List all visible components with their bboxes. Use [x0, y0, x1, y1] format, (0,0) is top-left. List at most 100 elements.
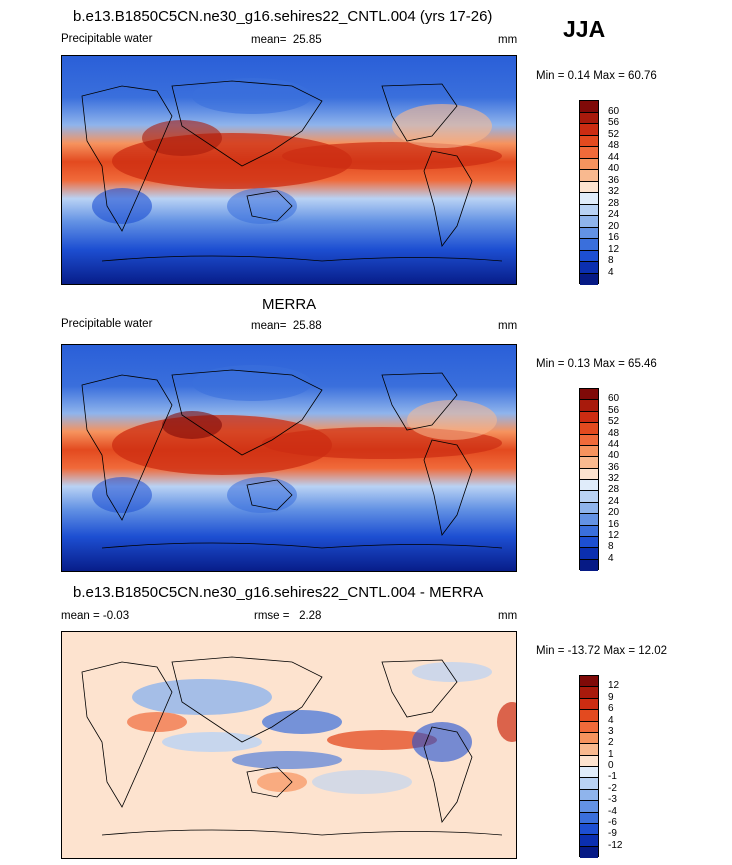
colorbar-tick-label: 36: [608, 461, 620, 473]
colorbar-tick-label: 16: [608, 232, 620, 243]
colorbar-tick-label: -12: [608, 839, 623, 851]
colorbar-tick-label: 44: [608, 438, 620, 450]
colorbar-swatch: [580, 801, 598, 813]
colorbar-swatch: [580, 846, 598, 858]
colorbar-tick-label: 60: [608, 105, 620, 117]
colorbar-swatch: [580, 835, 598, 847]
colorbar-swatch: [580, 239, 598, 251]
colorbar-swatch: [580, 812, 598, 824]
colorbar-swatch: [580, 823, 598, 836]
colorbar-swatch: [580, 480, 598, 492]
colorbar-tick-label: 24: [608, 209, 620, 220]
colorbar-swatch: [580, 423, 598, 435]
colorbar-tick-label: 28: [608, 484, 620, 496]
colorbar-swatch: [580, 227, 598, 239]
units-label-model: mm: [498, 34, 518, 46]
colorbar-swatch: [580, 687, 598, 699]
rmse-value: 2.28: [299, 610, 322, 622]
rmse-label: rmse = 2.28: [254, 610, 321, 622]
colorbar-obs: [579, 388, 599, 571]
colorbar-tick-label: 3: [608, 725, 614, 737]
colorbar-tick-label: 48: [608, 427, 620, 439]
colorbar-swatch: [580, 216, 598, 228]
colorbar-tick-label: 6: [608, 703, 614, 715]
colorbar-swatch: [580, 124, 598, 136]
colorbar-swatch: [580, 491, 598, 503]
colorbar-swatch: [580, 193, 598, 205]
colorbar-tick-label: 4: [608, 552, 614, 564]
colorbar-tick-label: 56: [608, 117, 620, 128]
minmax-label-model: Min = 0.14 Max = 60.76: [536, 70, 657, 82]
colorbar-tick-label: -9: [608, 828, 617, 840]
colorbar-swatch: [580, 400, 598, 412]
colorbar-diff: [579, 675, 599, 858]
variable-label-obs: Precipitable water: [61, 318, 153, 330]
colorbar-swatch: [580, 112, 598, 124]
colorbar-tick-label: 20: [608, 507, 620, 519]
colorbar-swatch: [580, 158, 598, 170]
mean-key: mean=: [251, 320, 287, 332]
colorbar-swatch: [580, 676, 598, 688]
diff-mean-label: mean = -0.03: [61, 610, 130, 622]
colorbar-swatch: [580, 457, 598, 469]
colorbar-tick-label: 4: [608, 266, 614, 278]
colorbar-tick-label: 48: [608, 140, 620, 151]
colorbar-swatch: [580, 744, 598, 756]
panel-title-obs: MERRA: [262, 296, 317, 313]
map-diff: [61, 631, 517, 859]
map-diff-field: [62, 632, 516, 858]
colorbar-swatch: [580, 778, 598, 790]
colorbar-swatch: [580, 721, 598, 733]
map-model-field: [62, 56, 516, 284]
colorbar-swatch: [580, 135, 598, 147]
colorbar-tick-label: 52: [608, 128, 620, 140]
colorbar-swatch: [580, 732, 598, 745]
mean-key: mean=: [251, 34, 287, 46]
colorbar-tick-label: -6: [608, 816, 617, 828]
units-label-obs: mm: [498, 320, 518, 332]
colorbar-swatch: [580, 502, 598, 515]
panel-title-model: b.e13.B1850C5CN.ne30_g16.sehires22_CNTL.…: [73, 8, 493, 25]
colorbar-tick-label: 28: [608, 197, 620, 209]
colorbar-tick-label: 40: [608, 163, 620, 174]
colorbar-tick-label: 12: [608, 243, 620, 255]
colorbar-swatch: [580, 147, 598, 159]
minmax-label-diff: Min = -13.72 Max = 12.02: [536, 645, 668, 657]
colorbar-tick-label: 20: [608, 220, 620, 232]
colorbar-swatch: [580, 468, 598, 480]
colorbar-swatch: [580, 101, 598, 113]
colorbar-swatch: [580, 710, 598, 722]
map-model: [61, 55, 517, 285]
colorbar-swatch: [580, 514, 598, 526]
colorbar-swatch: [580, 525, 598, 537]
mean-value: 25.88: [292, 320, 322, 332]
colorbar-tick-label: 0: [608, 760, 614, 771]
colorbar-swatch: [580, 767, 598, 779]
colorbar-tick-label: 36: [608, 174, 620, 186]
mean-label-model: mean= 25.85: [251, 34, 322, 46]
colorbar-tick-label: 24: [608, 495, 620, 507]
colorbar-tick-label: 32: [608, 473, 620, 484]
colorbar-swatch: [580, 434, 598, 446]
colorbar-model: [579, 100, 599, 285]
colorbar-swatch: [580, 445, 598, 458]
colorbar-tick-label: -3: [608, 794, 617, 806]
colorbar-tick-label: 56: [608, 404, 620, 416]
colorbar-tick-label: 44: [608, 151, 620, 163]
colorbar-tick-label: 32: [608, 186, 620, 197]
colorbar-tick-label: 16: [608, 518, 620, 530]
minmax-label-obs: Min = 0.13 Max = 65.46: [536, 358, 657, 370]
colorbar-swatch: [580, 273, 598, 285]
mean-label-obs: mean= 25.88: [251, 320, 322, 332]
colorbar-swatch: [580, 536, 598, 549]
colorbar-swatch: [580, 262, 598, 274]
colorbar-swatch: [580, 389, 598, 401]
colorbar-swatch: [580, 181, 598, 193]
colorbar-tick-label: 4: [608, 714, 614, 726]
colorbar-swatch: [580, 250, 598, 262]
colorbar-tick-label: 52: [608, 416, 620, 428]
rmse-key: rmse =: [254, 610, 290, 622]
colorbar-tick-label: 2: [608, 737, 614, 749]
map-obs-field: [62, 345, 516, 571]
colorbar-tick-label: 12: [608, 680, 620, 692]
